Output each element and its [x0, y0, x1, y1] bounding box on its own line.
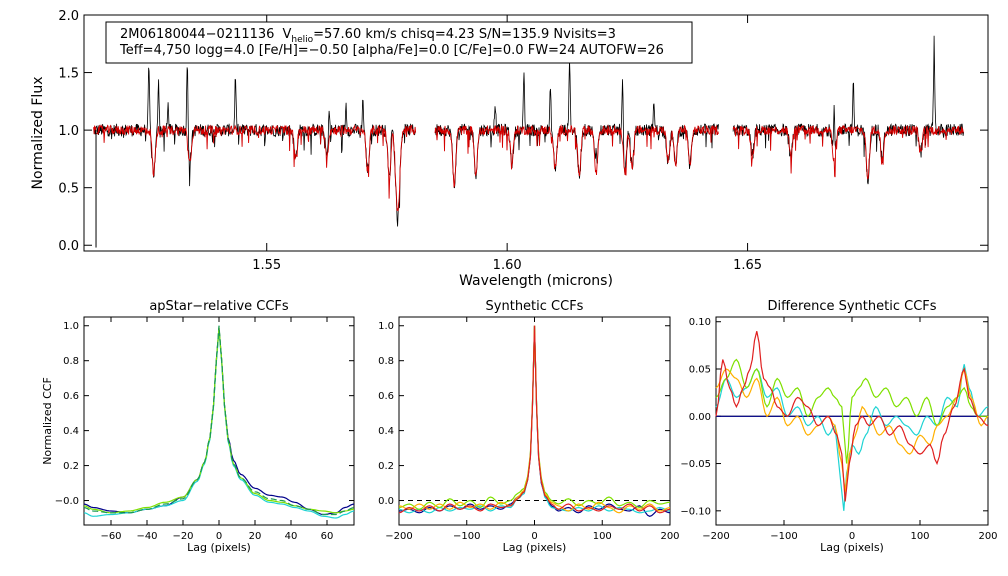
x-tick-label: −200 — [702, 531, 729, 542]
info-line1-values: =57.60 km/s chisq=4.23 S/N=135.9 Nvisits… — [313, 27, 616, 42]
y-tick-label: 0.10 — [689, 317, 711, 328]
y-tick-label: −0.05 — [680, 459, 711, 470]
y-tick-label: 0.8 — [378, 356, 394, 367]
ccf-figure: 1.55 1.60 1.65 0.0 0.5 1.0 1.5 2.0 Wavelength (m… — [0, 0, 1008, 576]
series-line-visit2 — [84, 329, 354, 518]
series-line-visit4 — [399, 326, 670, 513]
info-v-label: V — [282, 27, 291, 42]
series-line-visit1 — [399, 326, 670, 517]
panel-title: Synthetic CCFs — [486, 299, 584, 314]
panel-title: Difference Synthetic CCFs — [767, 299, 936, 314]
plot-frame — [84, 317, 354, 525]
info-line-2: Teff=4,750 logg=4.0 [Fe/H]=−0.50 [alpha/… — [119, 43, 664, 58]
y-tick-label: 0.00 — [689, 412, 711, 423]
synthetic-ccf-panel: −200 −100 0 100 2000.00.20.40.60.81.0Synthet… — [378, 299, 679, 554]
y-tick-label: 1.0 — [63, 321, 79, 332]
x-tick-label: 100 — [593, 531, 612, 542]
series-line-visit3 — [399, 326, 670, 510]
series-line-visit2 — [399, 326, 670, 513]
y-tick-label: 0.4 — [63, 426, 79, 437]
x-tick-label: −60 — [100, 531, 121, 542]
x-tick-label: 1.60 — [493, 258, 522, 273]
x-tick-label: −40 — [136, 531, 157, 542]
x-tick-label: 1.55 — [252, 258, 281, 273]
x-tick-label: 200 — [660, 531, 679, 542]
y-tick-label: 0.0 — [378, 496, 394, 507]
difference-synthetic-ccf-panel: −200 −100 0 100 200−0.10−0.050.000.050.10Dif… — [680, 299, 997, 554]
info-box: 2M06180044−0211136 Vhelio=57.60 km/s chis… — [106, 22, 692, 63]
y-tick-label: 1.0 — [378, 321, 394, 332]
x-axis-label: Lag (pixels) — [503, 541, 567, 554]
info-star-name: 2M06180044−0211136 — [120, 27, 274, 42]
y-tick-label: 0.2 — [63, 461, 79, 472]
x-tick-label: 1.65 — [733, 258, 762, 273]
y-tick-label: 0.05 — [689, 365, 711, 376]
y-tick-label: 0.0 — [58, 239, 79, 254]
y-tick-label: −0.0 — [55, 496, 79, 507]
x-tick-label: 40 — [285, 531, 298, 542]
y-tick-label: 0.5 — [58, 182, 79, 197]
x-tick-label: −200 — [385, 531, 412, 542]
x-tick-label: 100 — [910, 531, 929, 542]
plot-frame — [716, 317, 988, 525]
series-line-visit1 — [84, 328, 354, 515]
y-tick-label: 1.5 — [58, 67, 79, 82]
series-line-visit3 — [84, 328, 354, 513]
apstar-ccf-panel: −60 −40 −20 0 20 40 60−0.00.20.40.60.81.0apSta… — [41, 299, 354, 554]
y-tick-label: 0.6 — [378, 391, 394, 402]
series-line-visit2 — [716, 364, 988, 511]
y-tick-label: 0.4 — [378, 426, 394, 437]
y-axis-label: Normalized CCF — [41, 377, 54, 465]
series-line-visit4 — [716, 369, 988, 492]
y-tick-label: 1.0 — [58, 124, 79, 139]
x-tick-label: 200 — [978, 531, 997, 542]
x-tick-label: 60 — [321, 531, 334, 542]
series-line-combined — [84, 326, 354, 515]
y-tick-label: 0.2 — [378, 461, 394, 472]
y-tick-label: 2.0 — [58, 9, 79, 24]
y-axis-label: Normalized Flux — [30, 77, 46, 190]
x-axis-label: Wavelength (microns) — [459, 273, 613, 289]
x-axis-label: Lag (pixels) — [187, 541, 251, 554]
series-line-visit5 — [399, 326, 670, 513]
y-tick-label: 0.6 — [63, 391, 79, 402]
x-tick-label: −100 — [770, 531, 797, 542]
panel-title: apStar−relative CCFs — [149, 299, 289, 314]
y-tick-label: 0.8 — [63, 356, 79, 367]
y-tick-label: −0.10 — [680, 506, 711, 517]
x-axis-label: Lag (pixels) — [820, 541, 884, 554]
x-tick-label: −100 — [453, 531, 480, 542]
